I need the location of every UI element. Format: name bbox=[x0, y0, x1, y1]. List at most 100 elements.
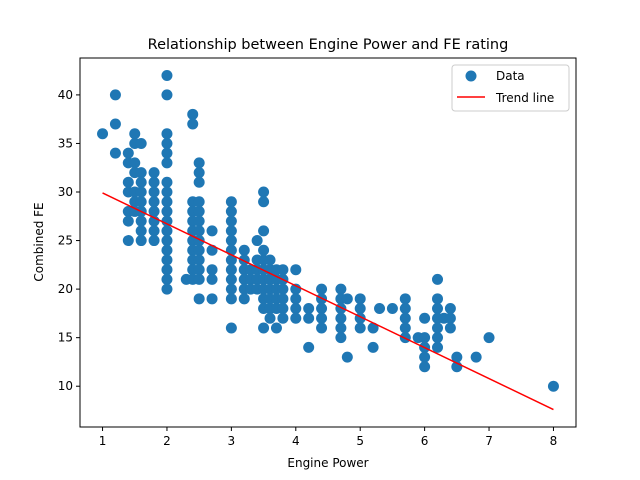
data-point bbox=[225, 196, 237, 208]
data-point bbox=[161, 147, 173, 159]
data-point bbox=[399, 312, 411, 324]
data-point bbox=[161, 215, 173, 227]
data-point bbox=[193, 244, 205, 256]
data-point bbox=[161, 254, 173, 266]
data-point bbox=[277, 293, 289, 305]
data-point bbox=[161, 176, 173, 188]
data-point bbox=[193, 273, 205, 285]
data-point bbox=[399, 322, 411, 334]
data-point bbox=[206, 244, 218, 256]
data-point bbox=[316, 303, 328, 315]
data-point bbox=[161, 196, 173, 208]
data-point bbox=[148, 196, 160, 208]
data-point bbox=[148, 186, 160, 198]
trend-line bbox=[102, 192, 554, 411]
data-point bbox=[290, 312, 302, 324]
data-point bbox=[187, 118, 199, 130]
data-point bbox=[238, 293, 250, 305]
y-tick-label: 35 bbox=[58, 136, 73, 150]
y-tick-label: 15 bbox=[58, 331, 73, 345]
data-point bbox=[161, 157, 173, 169]
x-axis-ticks: 1 2 3 4 5 6 7 8 bbox=[99, 427, 557, 448]
data-point bbox=[303, 341, 315, 353]
data-point bbox=[148, 176, 160, 188]
legend-label-data: Data bbox=[496, 69, 525, 83]
data-point bbox=[122, 176, 134, 188]
data-point bbox=[135, 167, 147, 179]
data-point bbox=[122, 215, 134, 227]
data-point bbox=[419, 361, 431, 373]
data-point bbox=[251, 235, 263, 247]
y-tick-label: 30 bbox=[58, 185, 73, 199]
data-point bbox=[109, 147, 121, 159]
data-point bbox=[432, 332, 444, 344]
data-point bbox=[316, 322, 328, 334]
data-point bbox=[258, 196, 270, 208]
data-point bbox=[335, 312, 347, 324]
data-point bbox=[135, 176, 147, 188]
data-point bbox=[277, 264, 289, 276]
data-point bbox=[432, 341, 444, 353]
data-point bbox=[129, 157, 141, 169]
data-point bbox=[206, 273, 218, 285]
data-point bbox=[148, 205, 160, 217]
data-point bbox=[109, 89, 121, 101]
data-point bbox=[367, 322, 379, 334]
data-point bbox=[335, 322, 347, 334]
data-point bbox=[225, 264, 237, 276]
data-points bbox=[97, 69, 559, 392]
data-point bbox=[225, 273, 237, 285]
data-point bbox=[135, 137, 147, 149]
data-point bbox=[225, 205, 237, 217]
legend-marker-data bbox=[465, 70, 477, 82]
data-point bbox=[193, 215, 205, 227]
data-point bbox=[161, 244, 173, 256]
data-point bbox=[270, 322, 282, 334]
data-point bbox=[161, 186, 173, 198]
data-point bbox=[193, 254, 205, 266]
data-point bbox=[264, 312, 276, 324]
data-point bbox=[386, 303, 398, 315]
data-point bbox=[135, 186, 147, 198]
data-point bbox=[258, 186, 270, 198]
data-point bbox=[341, 351, 353, 363]
data-point bbox=[161, 137, 173, 149]
x-tick-label: 5 bbox=[356, 434, 364, 448]
data-point bbox=[225, 293, 237, 305]
legend: Data Trend line bbox=[451, 64, 570, 112]
data-point bbox=[341, 293, 353, 305]
data-point bbox=[225, 225, 237, 237]
data-point bbox=[354, 303, 366, 315]
data-point bbox=[444, 322, 456, 334]
data-point bbox=[547, 380, 559, 392]
data-point bbox=[258, 244, 270, 256]
x-tick-label: 6 bbox=[421, 434, 429, 448]
data-point bbox=[290, 264, 302, 276]
data-point bbox=[277, 283, 289, 295]
data-point bbox=[258, 225, 270, 237]
data-point bbox=[399, 303, 411, 315]
data-point bbox=[193, 205, 205, 217]
y-tick-label: 25 bbox=[58, 234, 73, 248]
legend-label-trend: Trend line bbox=[495, 91, 554, 105]
data-point bbox=[258, 322, 270, 334]
data-point bbox=[135, 235, 147, 247]
data-point bbox=[161, 128, 173, 140]
data-point bbox=[225, 254, 237, 266]
data-point bbox=[277, 312, 289, 324]
data-point bbox=[187, 108, 199, 120]
data-point bbox=[148, 167, 160, 179]
data-point bbox=[206, 264, 218, 276]
x-tick-label: 7 bbox=[485, 434, 493, 448]
data-point bbox=[225, 235, 237, 247]
data-point bbox=[129, 128, 141, 140]
plot-frame bbox=[79, 57, 577, 428]
data-point bbox=[135, 215, 147, 227]
data-point bbox=[335, 332, 347, 344]
data-point bbox=[122, 147, 134, 159]
plot-area bbox=[79, 57, 577, 428]
data-point bbox=[432, 322, 444, 334]
data-point bbox=[193, 167, 205, 179]
data-point bbox=[238, 244, 250, 256]
